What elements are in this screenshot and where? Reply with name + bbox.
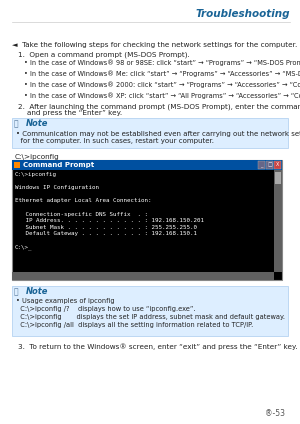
- FancyBboxPatch shape: [12, 118, 288, 148]
- FancyBboxPatch shape: [12, 286, 288, 336]
- Text: 🔧: 🔧: [14, 287, 19, 296]
- Text: C:\>ipconfig /all  displays all the setting information related to TCP/IP.: C:\>ipconfig /all displays all the setti…: [16, 322, 253, 328]
- Text: ®-53: ®-53: [265, 409, 285, 418]
- FancyBboxPatch shape: [266, 161, 273, 169]
- FancyBboxPatch shape: [274, 170, 282, 272]
- Text: • In the case of Windows® XP: click “start” → “All Programs” → “Accessories” → “: • In the case of Windows® XP: click “sta…: [24, 92, 300, 99]
- Text: C:\>ipconfig /?    displays how to use “ipconfig.exe”.: C:\>ipconfig /? displays how to use “ipc…: [16, 306, 196, 312]
- Text: X: X: [276, 162, 279, 167]
- FancyBboxPatch shape: [274, 161, 281, 169]
- Text: ◄  Take the following steps for checking the network settings for the computer.: ◄ Take the following steps for checking …: [12, 42, 297, 48]
- Text: 🔧: 🔧: [14, 119, 19, 128]
- Text: • In the case of Windows® 2000: click “start” → “Programs” → “Accessories” → “Co: • In the case of Windows® 2000: click “s…: [24, 81, 300, 88]
- Text: □: □: [267, 162, 272, 167]
- FancyBboxPatch shape: [12, 160, 282, 170]
- Text: _: _: [260, 162, 263, 167]
- Text: C:\>ipconfig: C:\>ipconfig: [15, 154, 60, 160]
- Text: • In the case of Windows® Me: click “start” → “Programs” → “Accessories” → “MS-D: • In the case of Windows® Me: click “sta…: [24, 70, 300, 77]
- Text: 1.  Open a command prompt (MS-DOS Prompt).: 1. Open a command prompt (MS-DOS Prompt)…: [18, 51, 190, 58]
- FancyBboxPatch shape: [12, 160, 282, 280]
- Text: • Usage examples of ipconfig: • Usage examples of ipconfig: [16, 298, 115, 304]
- Text: • In the case of Windows® 98 or 98SE: click “start” → “Programs” → “MS-DOS Promp: • In the case of Windows® 98 or 98SE: cl…: [24, 59, 300, 66]
- Text: 2.  After launching the command prompt (MS-DOS Prompt), enter the command “ipcon: 2. After launching the command prompt (M…: [18, 103, 300, 117]
- FancyBboxPatch shape: [258, 161, 265, 169]
- Text: C:\>ipconfig

Windows IP Configuration

Ethernet adapter Local Area Connection:
: C:\>ipconfig Windows IP Configuration Et…: [15, 172, 204, 250]
- Text: Command Prompt: Command Prompt: [23, 162, 94, 168]
- Text: 3.  To return to the Windows® screen, enter “exit” and press the “Enter” key.: 3. To return to the Windows® screen, ent…: [18, 343, 298, 350]
- Text: C:\>ipconfig       displays the set IP address, subnet mask and default gateway.: C:\>ipconfig displays the set IP address…: [16, 314, 285, 320]
- FancyBboxPatch shape: [275, 172, 281, 184]
- FancyBboxPatch shape: [14, 162, 20, 168]
- Text: Troubleshooting: Troubleshooting: [196, 9, 290, 19]
- Text: Note: Note: [26, 287, 48, 296]
- Text: • Communication may not be established even after carrying out the network setti: • Communication may not be established e…: [16, 131, 300, 144]
- FancyBboxPatch shape: [12, 272, 274, 280]
- Text: Note: Note: [26, 119, 48, 128]
